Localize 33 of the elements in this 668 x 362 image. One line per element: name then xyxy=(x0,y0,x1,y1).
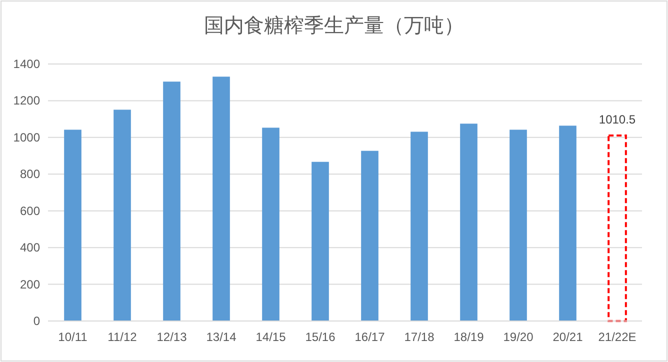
bar xyxy=(212,76,230,321)
bar xyxy=(114,110,131,321)
bar xyxy=(460,124,478,321)
y-tick-label: 600 xyxy=(20,204,40,218)
x-tick-label: 17/18 xyxy=(404,330,435,344)
x-tick-label: 14/15 xyxy=(256,330,286,344)
x-tick-label: 20/21 xyxy=(552,330,584,344)
y-tick-label: 0 xyxy=(33,314,40,328)
chart-title: 国内食糖榨季生产量（万吨） xyxy=(204,15,464,37)
y-tick-label: 400 xyxy=(20,240,40,255)
y-tick-label: 1400 xyxy=(13,57,40,71)
y-tick-label: 1200 xyxy=(13,94,40,108)
x-tick-label: 11/12 xyxy=(108,330,138,344)
y-tick-label: 800 xyxy=(20,167,40,182)
bar xyxy=(510,130,527,321)
bar xyxy=(361,150,378,321)
x-tick-label: 15/16 xyxy=(305,330,336,344)
x-tick-label: 10/11 xyxy=(58,330,88,344)
y-tick-label: 1000 xyxy=(13,130,40,144)
bar xyxy=(262,128,280,321)
x-tick-label: 19/20 xyxy=(503,330,534,344)
x-tick-label: 16/17 xyxy=(354,330,386,344)
bar xyxy=(64,130,82,321)
x-tick-label: 18/19 xyxy=(454,330,484,344)
data-label: 1010.5 xyxy=(598,112,636,126)
bar xyxy=(559,126,576,321)
x-tick-label: 12/13 xyxy=(156,330,188,344)
bar xyxy=(410,132,428,321)
bar xyxy=(163,82,180,321)
y-tick-label: 200 xyxy=(20,277,40,292)
bar xyxy=(312,162,329,321)
x-tick-label: 21/22E xyxy=(598,330,636,344)
x-tick-label: 13/14 xyxy=(206,330,237,344)
